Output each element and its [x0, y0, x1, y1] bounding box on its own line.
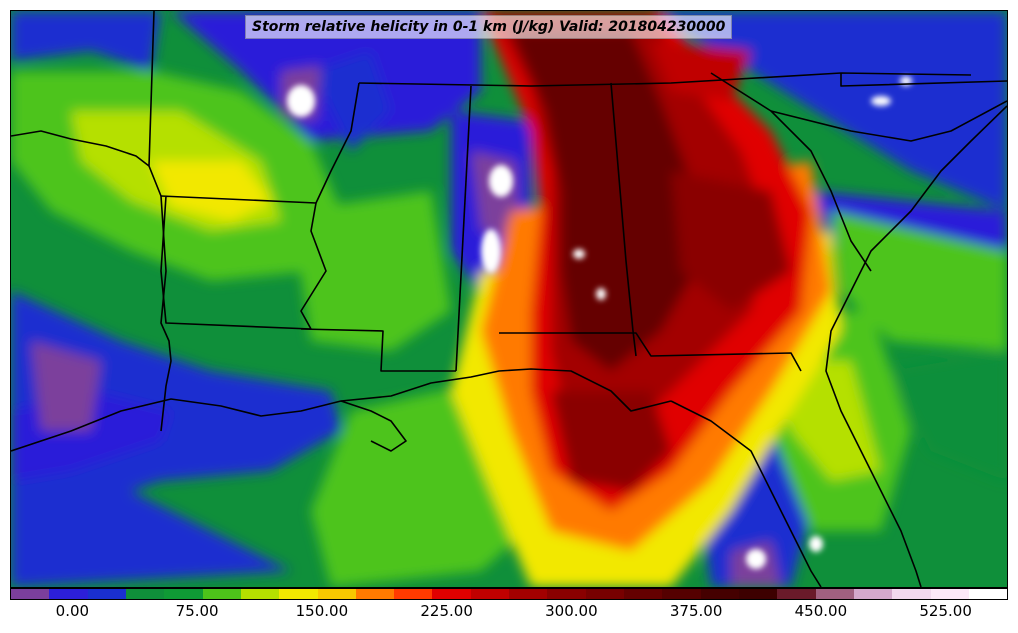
- colorbar-segment: [777, 589, 816, 599]
- colorbar-segment: [87, 589, 126, 599]
- colorbar-segment: [892, 589, 931, 599]
- colorbar-segment: [547, 589, 586, 599]
- map-panel: [10, 10, 1008, 588]
- colorbar-segment: [738, 589, 778, 599]
- colorbar-segment: [355, 589, 395, 599]
- colorbar-segment: [317, 589, 356, 599]
- colorbar-tick-label: 300.00: [545, 602, 598, 620]
- colorbar-tick-label: 450.00: [794, 602, 848, 620]
- map-title: Storm relative helicity in 0-1 km (J/kg)…: [252, 19, 726, 35]
- colorbar-segment: [279, 589, 318, 599]
- white-max-cells: [287, 76, 912, 569]
- colorbar-segment: [125, 589, 165, 599]
- colorbar-segment: [624, 589, 663, 599]
- colorbar-segment: [394, 589, 433, 599]
- colorbar-segment: [968, 589, 1008, 599]
- colorbar-segment: [11, 589, 50, 599]
- colorbar-segment: [49, 589, 88, 599]
- colorbar-segment: [240, 589, 280, 599]
- colorbar-segment: [432, 589, 471, 599]
- colorbar-tick-label: 75.00: [175, 602, 219, 620]
- colorbar-segment: [662, 589, 701, 599]
- colorbar-tick-label: 375.00: [669, 602, 723, 620]
- colorbar-segment: [930, 589, 969, 599]
- colorbar-segment: [700, 589, 739, 599]
- colorbar-segment: [853, 589, 893, 599]
- state-boundaries: [11, 11, 1007, 587]
- colorbar-segment: [585, 589, 624, 599]
- map-title-box: Storm relative helicity in 0-1 km (J/kg)…: [245, 15, 733, 39]
- helicity-map: [11, 11, 1007, 587]
- field-blobs: [11, 11, 1007, 587]
- colorbar-tick-label: 225.00: [420, 602, 473, 620]
- colorbar-tick-label: 0.00: [55, 602, 90, 620]
- colorbar-segment: [470, 589, 510, 599]
- colorbar-labels: 0.00 75.00 150.00 225.00 300.00 375.00 450.00 5…: [10, 602, 1008, 624]
- colorbar-tick-label: 525.00: [919, 602, 972, 620]
- colorbar: [10, 588, 1008, 600]
- colorbar-segment: [164, 589, 203, 599]
- colorbar-tick-label: 150.00: [295, 602, 349, 620]
- colorbar-segment: [815, 589, 854, 599]
- colorbar-segment: [509, 589, 548, 599]
- colorbar-segment: [202, 589, 241, 599]
